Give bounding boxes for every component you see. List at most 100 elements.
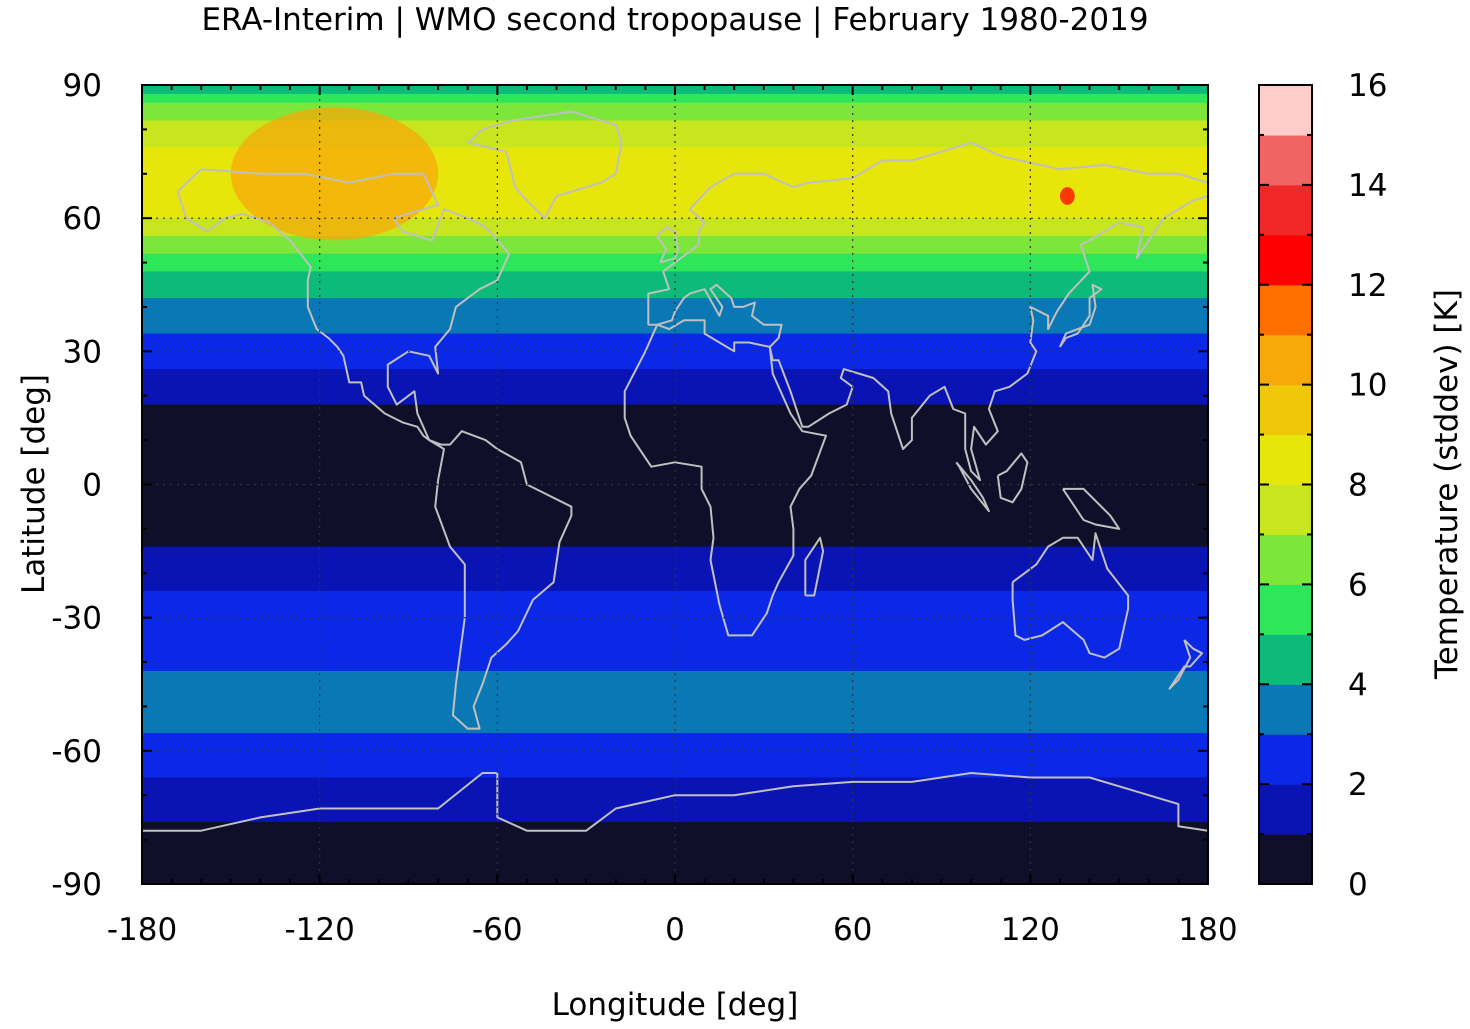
field-band — [142, 209, 1208, 219]
colorbar: 0 2 4 6 8 10 12 14 16 — [1258, 68, 1387, 903]
field-band — [142, 244, 1208, 255]
colorbar-tick-label: 10 — [1348, 368, 1387, 404]
field-band — [142, 360, 1208, 370]
field-band — [142, 555, 1208, 565]
colorbar-swatch — [1259, 534, 1312, 585]
coastline — [142, 772, 1208, 832]
field-band — [142, 289, 1208, 299]
coastline — [623, 319, 827, 637]
chart-title: ERA-Interim | WMO second tropopause | Fe… — [201, 2, 1149, 38]
field-band — [142, 377, 1208, 388]
colorbar-tick-label: 2 — [1348, 767, 1368, 803]
y-tick-label: -90 — [51, 867, 102, 903]
coastline — [1168, 639, 1204, 690]
coastlines — [142, 110, 1208, 832]
coastline — [955, 461, 990, 513]
field-band — [142, 111, 1208, 122]
x-axis-title: Longitude [deg] — [552, 987, 799, 1023]
colorbar-tick-label: 6 — [1348, 567, 1368, 603]
colorbar-tick-label: 4 — [1348, 667, 1368, 703]
x-tick-label: -120 — [284, 912, 354, 948]
field-band — [142, 484, 1208, 494]
coastline — [804, 536, 825, 597]
field-band — [142, 93, 1208, 104]
field-band — [142, 804, 1208, 814]
field-band — [142, 138, 1208, 148]
colorbar-swatch — [1259, 684, 1312, 735]
colorbar-swatch — [1259, 134, 1312, 186]
coastline — [648, 195, 1208, 482]
colorbar-tick-label: 12 — [1348, 268, 1387, 304]
field-band — [142, 617, 1208, 628]
field-band — [142, 777, 1208, 787]
field-band — [142, 688, 1208, 699]
colorbar-swatch — [1259, 384, 1312, 436]
field-band — [142, 440, 1208, 450]
colorbar-swatch — [1259, 834, 1312, 885]
y-tick-label: 90 — [63, 68, 102, 104]
colorbar-title: Temperature (stddev) [K] — [1429, 289, 1465, 680]
x-tick-label: 60 — [833, 912, 872, 948]
field-band — [142, 404, 1208, 415]
field-band — [142, 520, 1208, 530]
field-band — [142, 546, 1208, 557]
x-tick-label: 180 — [1178, 912, 1237, 948]
field-band — [142, 653, 1208, 663]
field-band — [142, 741, 1208, 752]
coastline — [996, 452, 1029, 504]
field-band — [142, 120, 1208, 130]
x-tick-label: -60 — [472, 912, 523, 948]
y-tick-label: -30 — [51, 601, 102, 637]
field-band — [142, 448, 1208, 459]
coastline — [466, 110, 623, 220]
colorbar-swatch — [1259, 484, 1312, 536]
colorbar-swatch — [1259, 334, 1312, 386]
field-band — [142, 173, 1208, 184]
field-band — [142, 670, 1208, 681]
y-axis-title: Latitude [deg] — [16, 374, 52, 594]
field-band — [142, 715, 1208, 725]
x-tick-label: 0 — [665, 912, 685, 948]
field-maxima — [230, 107, 1075, 241]
field-band — [142, 271, 1208, 281]
field-band — [142, 147, 1208, 157]
field-band — [142, 812, 1208, 823]
coastline — [1058, 283, 1103, 348]
field-band — [142, 644, 1208, 654]
field-band — [142, 342, 1208, 352]
field-band — [142, 706, 1208, 716]
coastline — [1062, 487, 1121, 530]
colorbar-swatch — [1259, 184, 1312, 236]
field-band — [142, 635, 1208, 645]
field-band — [142, 750, 1208, 761]
field-band — [142, 351, 1208, 361]
colorbar-tick-label: 16 — [1348, 68, 1387, 104]
y-tick-label: 60 — [63, 201, 102, 237]
colorbar-swatch — [1259, 584, 1312, 635]
field-band — [142, 280, 1208, 290]
field-band — [142, 821, 1208, 832]
y-tick-label: -60 — [51, 734, 102, 770]
field-band — [142, 608, 1208, 619]
field-band — [142, 511, 1208, 521]
x-tick-label: -180 — [107, 912, 177, 948]
colorbar-swatch — [1259, 434, 1312, 486]
field-band — [142, 475, 1208, 486]
field-band — [142, 191, 1208, 202]
grid-lines — [142, 85, 1208, 884]
field-band — [142, 582, 1208, 592]
field-band — [142, 156, 1208, 166]
y-tick-label: 30 — [63, 334, 102, 370]
field-band — [142, 537, 1208, 548]
coastline — [647, 141, 1208, 325]
colorbar-swatch — [1259, 784, 1312, 835]
field-band — [142, 786, 1208, 796]
field-band — [142, 324, 1208, 335]
axes: -180 -120 -60 0 60 120 180 90 60 30 0 -30 -60 -90 — [51, 68, 1237, 948]
colorbar-swatch — [1259, 85, 1312, 136]
field-band — [142, 218, 1208, 228]
field-band — [142, 848, 1208, 858]
field-band — [142, 182, 1208, 193]
coastline — [656, 226, 679, 264]
